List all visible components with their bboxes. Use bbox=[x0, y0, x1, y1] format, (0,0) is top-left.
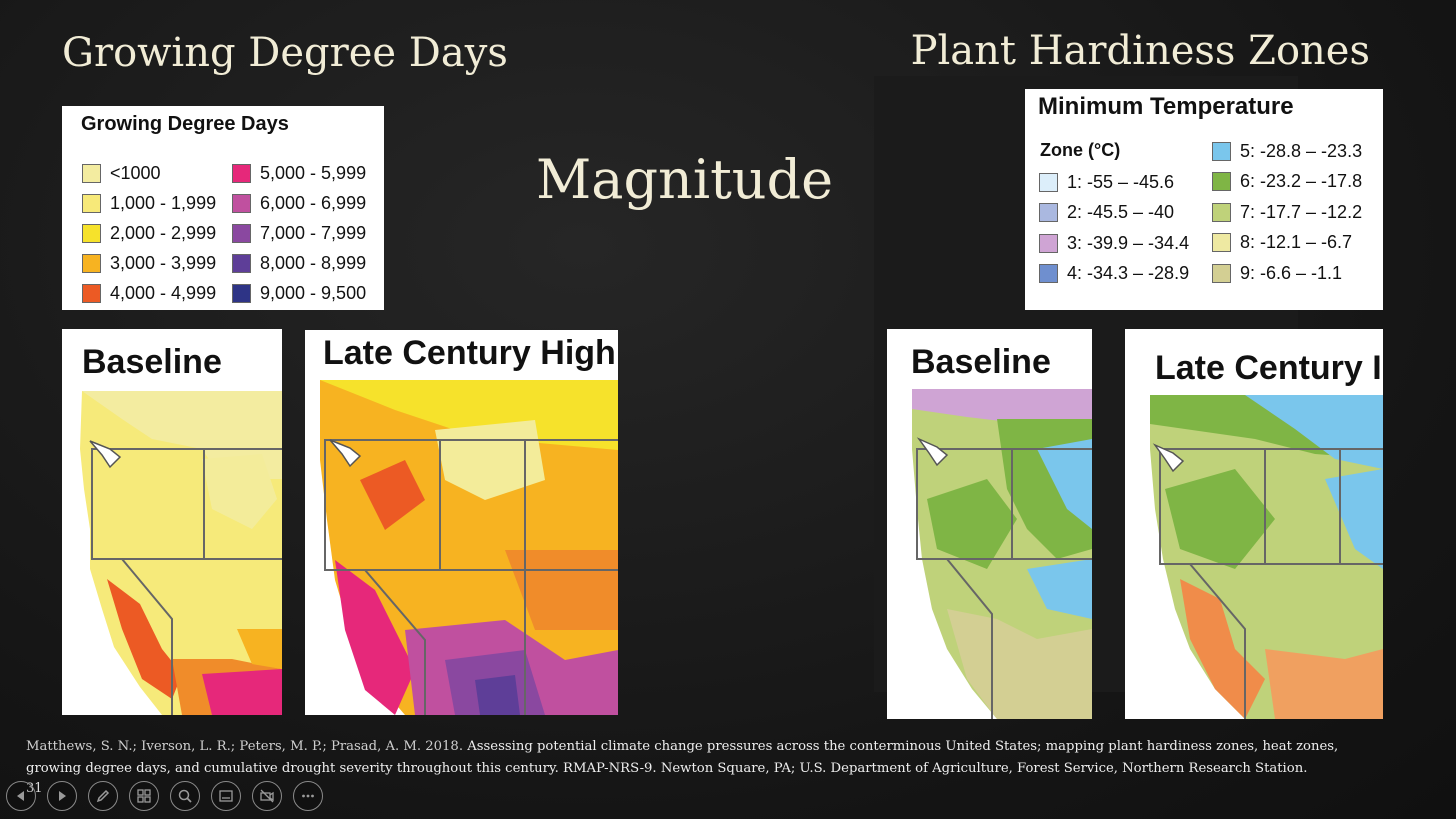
previous-slide-icon bbox=[17, 791, 24, 801]
presenter-toolbar bbox=[6, 781, 323, 813]
legend-gdd-item: <1000 bbox=[82, 158, 216, 188]
legend-gdd-swatch-9 bbox=[232, 284, 251, 304]
legend-gdd-item: 1,000 - 1,999 bbox=[82, 188, 216, 218]
legend-gdd-column-1: <1000 1,000 - 1,999 2,000 - 2,999 3,000 … bbox=[82, 158, 216, 309]
legend-phz-swatch-8 bbox=[1212, 263, 1231, 283]
more-options-button[interactable] bbox=[293, 781, 323, 811]
slides-grid-icon bbox=[137, 789, 151, 803]
citation-text: Assessing potential climate change press… bbox=[26, 739, 1339, 776]
legend-gdd-item: 3,000 - 3,999 bbox=[82, 249, 216, 279]
map-gdd-late-image bbox=[320, 380, 618, 715]
legend-gdd-swatch-8 bbox=[232, 254, 251, 274]
legend-gdd-swatch-3 bbox=[82, 254, 101, 274]
legend-gdd-swatch-4 bbox=[82, 284, 101, 304]
legend-gdd-column-2: 5,000 - 5,999 6,000 - 6,999 7,000 - 7,99… bbox=[232, 158, 366, 309]
map-gdd-baseline-image bbox=[80, 391, 282, 715]
camera-off-button[interactable] bbox=[252, 781, 282, 811]
pen-button[interactable] bbox=[88, 781, 118, 811]
legend-phz-swatch-6 bbox=[1212, 202, 1231, 222]
map-phz-late-image bbox=[1150, 395, 1383, 719]
map-gdd-late-century-high: Late Century High bbox=[305, 330, 618, 715]
legend-phz-swatch-7 bbox=[1212, 233, 1231, 253]
legend-phz-swatch-2 bbox=[1039, 233, 1058, 253]
legend-gdd-item: 6,000 - 6,999 bbox=[232, 188, 366, 218]
legend-gdd-swatch-2 bbox=[82, 223, 101, 243]
title-plant-hardiness-zones: Plant Hardiness Zones bbox=[910, 28, 1370, 74]
legend-phz-swatch-0 bbox=[1039, 172, 1058, 192]
next-slide-button[interactable] bbox=[47, 781, 77, 811]
legend-phz-item: 8: -12.1 – -6.7 bbox=[1212, 228, 1362, 259]
legend-gdd-swatch-7 bbox=[232, 223, 251, 243]
legend-phz-item: 1: -55 – -45.6 bbox=[1039, 167, 1189, 198]
map-phz-baseline-label: Baseline bbox=[911, 343, 1051, 381]
legend-phz-item: 5: -28.8 – -23.3 bbox=[1212, 136, 1362, 167]
slides-grid-button[interactable] bbox=[129, 781, 159, 811]
title-magnitude: Magnitude bbox=[536, 148, 834, 211]
map-gdd-late-label: Late Century High bbox=[323, 334, 616, 372]
legend-gdd-swatch-6 bbox=[232, 193, 251, 213]
zoom-icon bbox=[178, 789, 192, 803]
map-gdd-baseline: Baseline bbox=[62, 329, 282, 715]
legend-gdd-swatch-0 bbox=[82, 163, 101, 183]
legend-phz-item: 3: -39.9 – -34.4 bbox=[1039, 228, 1189, 259]
legend-phz-swatch-1 bbox=[1039, 203, 1058, 223]
legend-gdd-item: 2,000 - 2,999 bbox=[82, 218, 216, 248]
legend-phz-column-1: 1: -55 – -45.6 2: -45.5 – -40 3: -39.9 –… bbox=[1039, 167, 1189, 289]
map-phz-late-century: Late Century I bbox=[1125, 329, 1383, 719]
map-phz-late-label: Late Century I bbox=[1155, 349, 1382, 387]
legend-phz-subtitle: Zone (°C) bbox=[1040, 140, 1121, 160]
camera-off-icon bbox=[260, 789, 274, 803]
legend-growing-degree-days: Growing Degree Days <1000 1,000 - 1,999 … bbox=[62, 106, 384, 310]
legend-gdd-title: Growing Degree Days bbox=[81, 113, 289, 135]
subtitles-button[interactable] bbox=[211, 781, 241, 811]
legend-minimum-temperature: Minimum Temperature Zone (°C) 1: -55 – -… bbox=[1025, 89, 1383, 310]
legend-gdd-item: 5,000 - 5,999 bbox=[232, 158, 366, 188]
legend-phz-swatch-3 bbox=[1039, 264, 1058, 284]
legend-phz-item: 4: -34.3 – -28.9 bbox=[1039, 259, 1189, 290]
map-gdd-baseline-label: Baseline bbox=[82, 343, 222, 381]
map-phz-baseline: Baseline bbox=[887, 329, 1092, 719]
legend-gdd-swatch-1 bbox=[82, 193, 101, 213]
map-phz-baseline-image bbox=[912, 389, 1092, 719]
legend-gdd-item: 8,000 - 8,999 bbox=[232, 249, 366, 279]
legend-phz-item: 9: -6.6 – -1.1 bbox=[1212, 258, 1362, 289]
zoom-button[interactable] bbox=[170, 781, 200, 811]
more-options-icon bbox=[302, 794, 314, 798]
title-growing-degree-days: Growing Degree Days bbox=[62, 30, 508, 76]
legend-phz-item: 2: -45.5 – -40 bbox=[1039, 198, 1189, 229]
previous-slide-button[interactable] bbox=[6, 781, 36, 811]
legend-phz-title: Minimum Temperature bbox=[1038, 93, 1294, 120]
subtitles-icon bbox=[219, 790, 233, 802]
legend-gdd-item: 4,000 - 4,999 bbox=[82, 279, 216, 309]
legend-phz-swatch-4 bbox=[1212, 141, 1231, 161]
legend-phz-item: 7: -17.7 – -12.2 bbox=[1212, 197, 1362, 228]
legend-gdd-item: 7,000 - 7,999 bbox=[232, 218, 366, 248]
next-slide-icon bbox=[59, 791, 66, 801]
legend-gdd-item: 9,000 - 9,500 bbox=[232, 279, 366, 309]
citation-authors: Matthews, S. N.; Iverson, L. R.; Peters,… bbox=[26, 739, 464, 754]
legend-gdd-swatch-5 bbox=[232, 163, 251, 183]
legend-phz-item: 6: -23.2 – -17.8 bbox=[1212, 167, 1362, 198]
citation: Matthews, S. N.; Iverson, L. R.; Peters,… bbox=[26, 736, 1356, 780]
legend-phz-swatch-5 bbox=[1212, 172, 1231, 192]
pen-icon bbox=[96, 789, 110, 803]
legend-phz-column-2: 5: -28.8 – -23.3 6: -23.2 – -17.8 7: -17… bbox=[1212, 136, 1362, 289]
